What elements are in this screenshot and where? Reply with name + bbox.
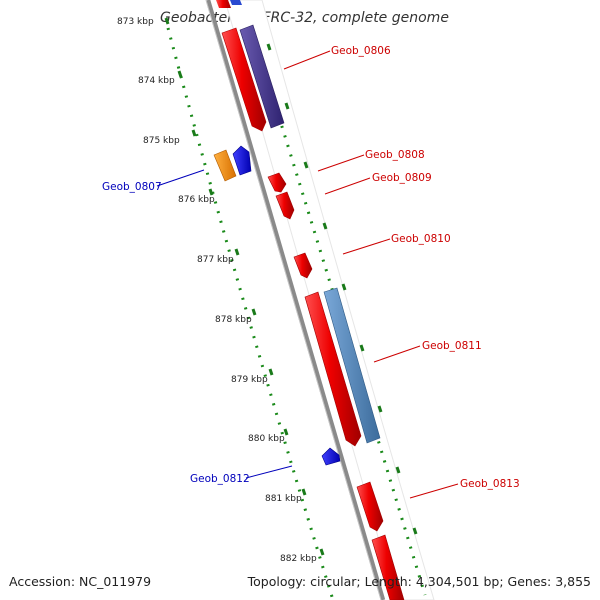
gene-label-geob-0810[interactable]: Geob_0810 [391,233,451,245]
gene-geob-0813[interactable] [356,481,384,532]
tick-label: 873 kbp [117,17,154,27]
map-title: Geobacter sp. FRC-32, complete genome [160,10,449,26]
gene-geob-0811-feature[interactable] [323,287,381,444]
tick-label: 876 kbp [178,195,215,205]
gene-geob-0811[interactable] [304,291,362,447]
gene-geob-0809[interactable] [275,191,295,220]
tick-label: 875 kbp [143,136,180,146]
gene-label-geob-0811[interactable]: Geob_0811 [422,340,482,352]
gene-label-geob-0808[interactable]: Geob_0808 [365,149,425,161]
gene-label-geob-0807[interactable]: Geob_0807 [102,181,162,193]
major-ticks-right [266,43,418,535]
gene-geob-0807[interactable] [232,145,252,176]
gene-geob-0806-feature[interactable] [239,24,285,129]
tick-label: 879 kbp [231,375,268,385]
gene-label-geob-0809[interactable]: Geob_0809 [372,172,432,184]
gene-geob-0810[interactable] [293,252,313,279]
gene-geob-0806[interactable] [221,27,267,132]
gene-geob-0807-orange[interactable] [213,149,237,182]
tick-label: 878 kbp [215,315,252,325]
tick-label: 882 kbp [280,554,317,564]
tick-label: 881 kbp [265,494,302,504]
gene-geob-0808[interactable] [267,172,287,193]
tick-label: 877 kbp [197,255,234,265]
gene-labels: Geob_0806 Geob_0807 Geob_0808 Geob_0809 … [102,45,520,490]
gene-geob-0812[interactable] [321,447,341,466]
major-ticks-left [164,17,325,556]
tick-label: 874 kbp [138,76,175,86]
gene-label-geob-0813[interactable]: Geob_0813 [460,478,520,490]
backbone-line [205,0,386,600]
gene-label-geob-0812[interactable]: Geob_0812 [190,473,250,485]
genome-summary-text: Topology: circular; Length: 4,304,501 bp… [247,574,591,589]
gene-partial-top-red[interactable] [216,0,231,8]
tick-label: 880 kbp [248,434,285,444]
gene-partial-top-blue[interactable] [230,0,242,5]
gene-label-geob-0806[interactable]: Geob_0806 [331,45,391,57]
label-leaders [156,50,459,499]
gene-partial-bottom[interactable] [371,534,405,600]
backbone-highlight [205,0,382,600]
tick-labels: 873 kbp 874 kbp 875 kbp 876 kbp 877 kbp … [117,17,317,564]
accession-text: Accession: NC_011979 [9,574,151,589]
